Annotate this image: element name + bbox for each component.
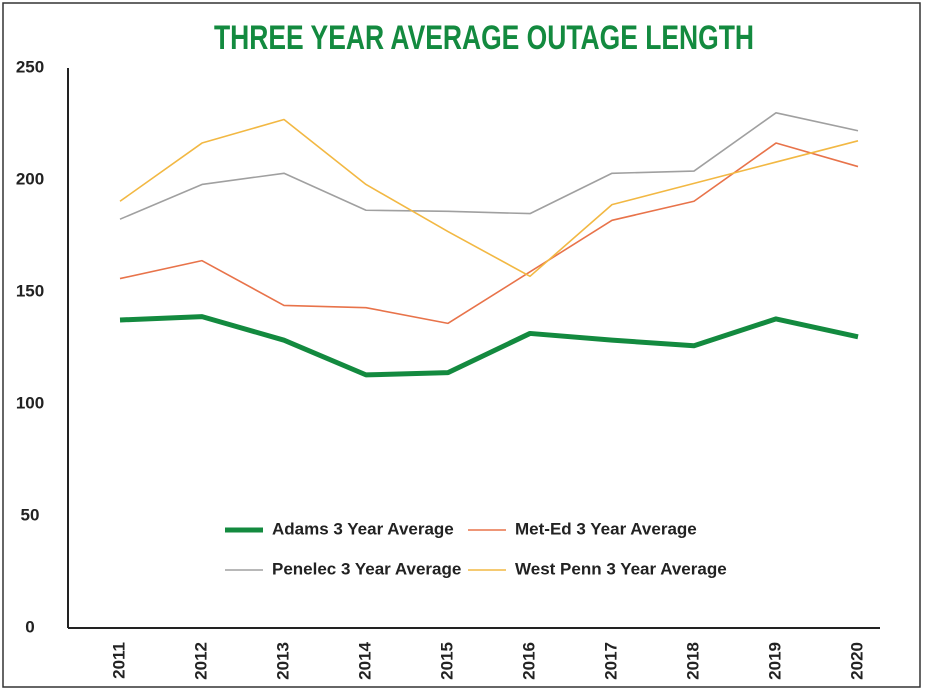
legend-label: Penelec 3 Year Average — [272, 559, 461, 578]
line-series — [119, 118, 859, 278]
x-tick-label: 2017 — [601, 642, 620, 680]
x-tick-label: 2020 — [847, 642, 866, 680]
line-series — [119, 112, 859, 220]
x-tick-label: 2013 — [273, 642, 292, 680]
x-tick-label: 2016 — [519, 642, 538, 680]
legend-label: Met-Ed 3 Year Average — [515, 519, 697, 538]
y-tick-label: 100 — [16, 393, 44, 412]
chart-title: THREE YEAR AVERAGE OUTAGE LENGTH — [214, 19, 754, 57]
y-tick-label: 0 — [25, 617, 34, 636]
x-tick-label: 2014 — [355, 641, 374, 679]
x-tick-label: 2012 — [191, 642, 210, 680]
x-tick-label: 2018 — [683, 642, 702, 680]
y-tick-label: 50 — [21, 505, 40, 524]
y-tick-label: 150 — [16, 281, 44, 300]
x-tick-label: 2011 — [109, 642, 128, 679]
line-series — [119, 314, 859, 378]
legend-label: West Penn 3 Year Average — [515, 559, 727, 578]
x-tick-label: 2019 — [765, 642, 784, 680]
legend-label: Adams 3 Year Average — [272, 519, 454, 538]
y-tick-label: 250 — [16, 57, 44, 76]
y-tick-label: 200 — [16, 169, 44, 188]
x-tick-label: 2015 — [437, 642, 456, 680]
